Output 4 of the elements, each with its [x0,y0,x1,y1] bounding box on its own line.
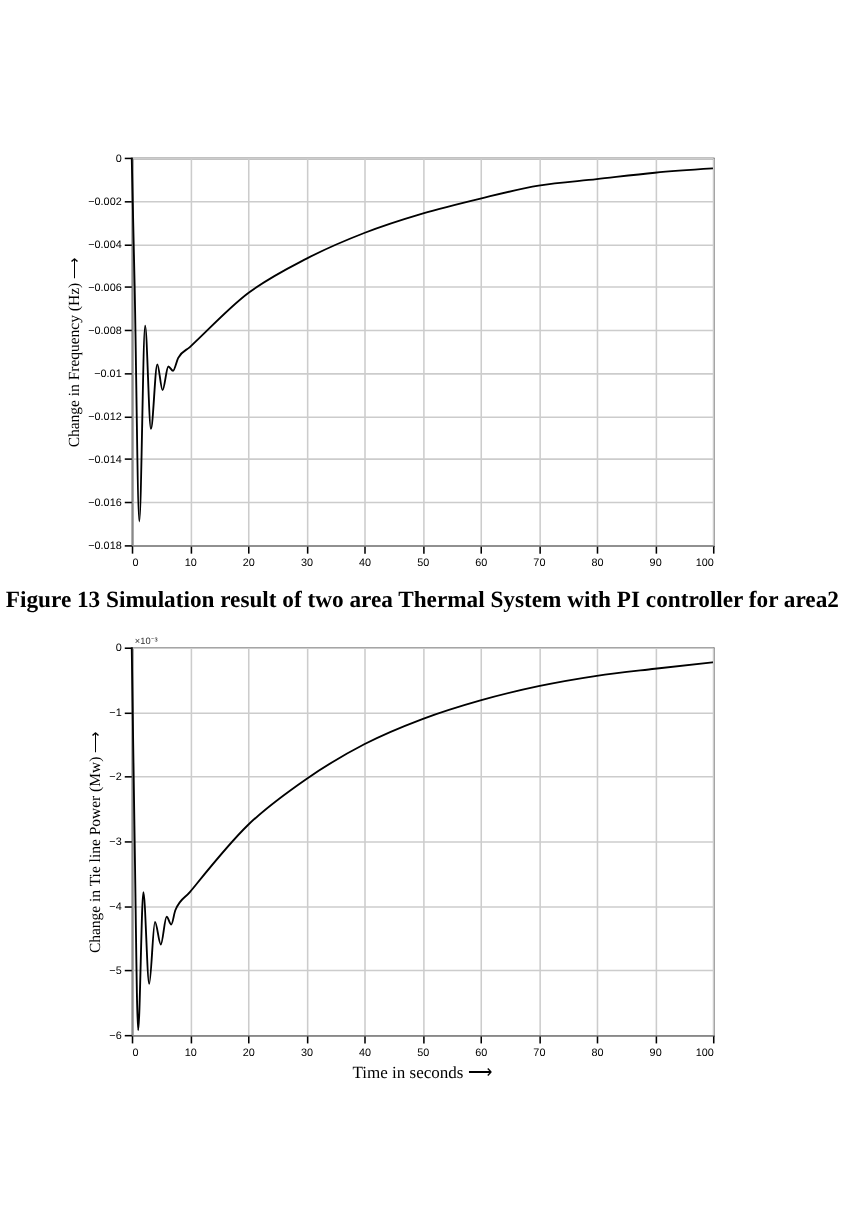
y-axis-title: Change in Tie line Power (Mw) ⟶ [86,728,104,954]
caption: Figure 13 Simulation result of two area Thermal System with PI controller for area2 [5,587,840,614]
y-axis-title: Change in Frequency (Hz) ⟶ [64,254,83,448]
x-axis-title: Time in seconds ⟶ [352,1061,494,1082]
